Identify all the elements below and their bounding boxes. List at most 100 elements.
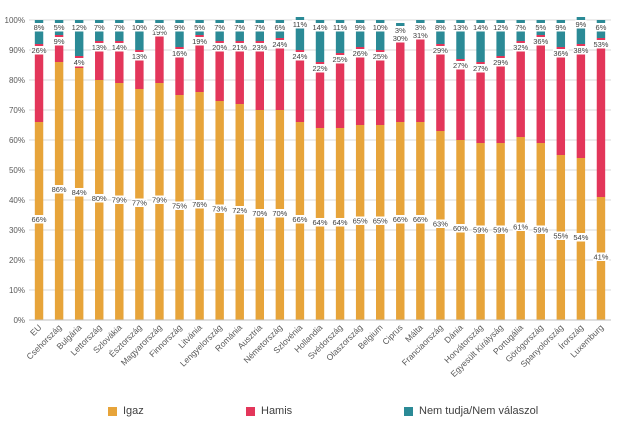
data-label: 4% <box>74 58 85 67</box>
y-tick-label: 30% <box>9 226 25 235</box>
data-label-bg <box>53 23 65 32</box>
data-label-bg <box>111 195 128 204</box>
data-label: 14% <box>112 43 127 52</box>
y-tick-label: 90% <box>9 46 25 55</box>
data-label-bg <box>292 20 308 29</box>
data-label-bg <box>292 215 308 224</box>
data-label-bg <box>332 23 348 32</box>
data-label-bg <box>191 200 208 209</box>
bar-segment <box>416 29 425 122</box>
bar-segment <box>496 20 505 56</box>
data-label-bg <box>452 23 469 32</box>
data-label-bg <box>332 55 348 64</box>
data-label-bg <box>412 215 429 224</box>
bar-segment <box>516 41 525 137</box>
data-label: 20% <box>212 43 227 52</box>
y-tick-label: 40% <box>9 196 25 205</box>
legend: Igaz Hamis Nem tudja/Nem válaszol <box>0 405 644 425</box>
data-label: 14% <box>312 23 327 32</box>
bar-segment <box>74 20 84 56</box>
data-label: 36% <box>553 49 568 58</box>
data-label-bg <box>231 43 248 52</box>
bar-segment <box>215 41 224 101</box>
data-label: 63% <box>433 220 448 229</box>
data-label: 13% <box>453 23 468 32</box>
data-label: 16% <box>172 49 187 58</box>
data-label: 77% <box>132 199 147 208</box>
data-label-bg <box>572 233 589 242</box>
data-label: 2% <box>154 23 165 32</box>
data-label-bg <box>214 23 226 32</box>
data-label-bg <box>555 23 567 32</box>
bar-segment <box>375 20 385 50</box>
bar-segment <box>476 20 485 62</box>
data-label-bg <box>111 43 128 52</box>
legend-item-igaz: Igaz <box>108 405 144 417</box>
data-label: 66% <box>413 215 428 224</box>
data-label-bg <box>352 216 369 225</box>
data-label: 72% <box>232 206 247 215</box>
bar-segment <box>396 32 405 122</box>
data-label-bg <box>271 40 288 49</box>
data-label: 27% <box>453 61 468 70</box>
bar-segment <box>54 35 64 62</box>
data-label-bg <box>432 219 449 228</box>
bar-segment <box>456 20 465 59</box>
data-label-bg <box>171 49 188 58</box>
data-label: 84% <box>72 188 87 197</box>
data-label-bg <box>492 23 509 32</box>
data-label: 73% <box>212 205 227 214</box>
legend-swatch-nem-tudja <box>404 406 413 416</box>
data-label: 7% <box>515 23 526 32</box>
bar-segment <box>175 47 184 95</box>
data-label-bg <box>33 23 45 32</box>
data-label: 64% <box>333 218 348 227</box>
bar-segment <box>235 41 244 104</box>
data-label-bg <box>191 37 208 46</box>
data-label: 79% <box>152 196 167 205</box>
data-label-bg <box>271 209 288 218</box>
data-label-bg <box>532 225 549 234</box>
data-label: 59% <box>493 226 508 235</box>
data-label: 11% <box>333 23 348 32</box>
y-tick-label: 10% <box>9 286 25 295</box>
data-label: 13% <box>132 52 147 61</box>
bar-segment <box>375 50 385 125</box>
data-label: 65% <box>353 217 368 226</box>
y-tick-label: 0% <box>13 316 25 325</box>
data-label-bg <box>93 23 105 32</box>
data-label-bg <box>572 46 589 55</box>
data-label: 5% <box>194 23 205 32</box>
y-tick-label: 70% <box>9 106 25 115</box>
legend-label-igaz: Igaz <box>123 405 144 417</box>
data-label-bg <box>432 46 449 55</box>
data-label-bg <box>91 194 108 203</box>
data-label: 24% <box>272 40 287 49</box>
data-label-bg <box>234 23 246 32</box>
data-label-bg <box>354 23 366 32</box>
bar-segment <box>195 35 204 92</box>
data-label-bg <box>151 195 168 204</box>
data-label: 6% <box>596 23 607 32</box>
y-tick-label: 100% <box>5 16 25 25</box>
data-label-bg <box>131 52 148 61</box>
bar-segment <box>576 17 586 44</box>
data-label: 26% <box>353 49 368 58</box>
y-tick-label: 80% <box>9 76 25 85</box>
bar-segment <box>34 20 44 44</box>
data-label-bg <box>535 23 547 32</box>
x-tick-label: Ciprus <box>380 322 404 346</box>
data-label-bg <box>492 225 509 234</box>
data-label-bg <box>51 185 68 194</box>
bar-segment <box>576 44 586 158</box>
data-label: 54% <box>573 233 588 242</box>
data-label: 29% <box>433 46 448 55</box>
data-label: 38% <box>573 46 588 55</box>
data-label-bg <box>292 52 308 61</box>
bar-segment <box>275 38 285 110</box>
data-label-bg <box>595 23 607 32</box>
data-label: 9% <box>54 37 65 46</box>
bar-segment <box>335 20 345 53</box>
data-label: 75% <box>172 202 187 211</box>
data-label: 59% <box>533 226 548 235</box>
